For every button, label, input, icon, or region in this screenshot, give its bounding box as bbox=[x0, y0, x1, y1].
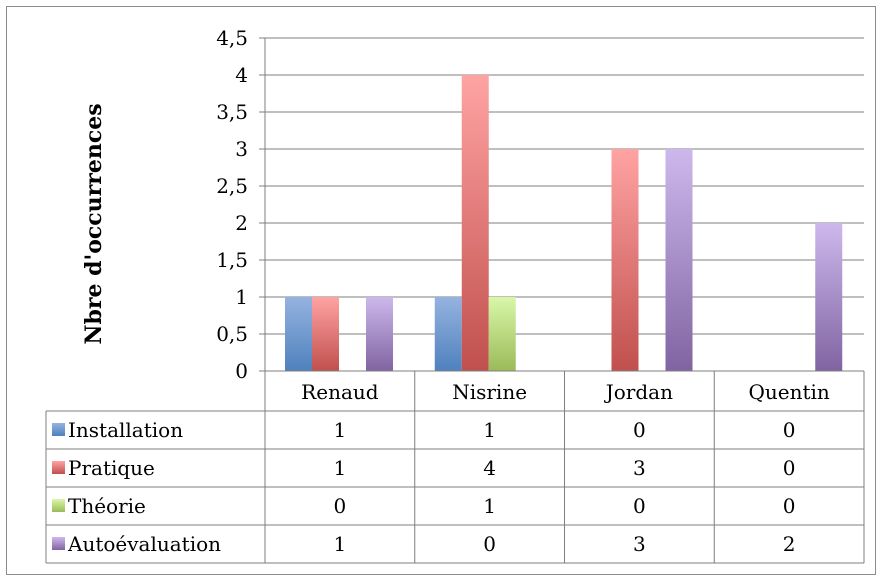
y-tick-label: 0 bbox=[235, 359, 248, 383]
table-cell: 0 bbox=[783, 418, 796, 442]
legend-label: Installation bbox=[68, 418, 183, 442]
table-cell: 0 bbox=[334, 494, 347, 518]
legend-label: Théorie bbox=[68, 494, 146, 518]
chart-frame bbox=[6, 6, 876, 575]
y-tick-label: 3 bbox=[235, 137, 248, 161]
table-cell: 1 bbox=[483, 418, 496, 442]
legend-key-pratique bbox=[52, 461, 65, 474]
y-tick-label: 4,5 bbox=[216, 26, 248, 50]
legend-label: Autoévaluation bbox=[67, 532, 221, 556]
legend-key-théorie bbox=[52, 499, 65, 512]
bar-autoévaluation-quentin bbox=[815, 223, 843, 371]
bar-autoévaluation-renaud bbox=[366, 297, 393, 371]
y-axis-label: Nbre d'occurrences bbox=[81, 103, 107, 344]
legend-label: Pratique bbox=[68, 456, 155, 480]
bar-installation-renaud bbox=[285, 297, 312, 371]
table-cell: 1 bbox=[334, 418, 347, 442]
table-cell: 0 bbox=[783, 494, 796, 518]
legend-key-installation bbox=[52, 423, 65, 436]
table-cell: 0 bbox=[633, 418, 646, 442]
table-cell: 2 bbox=[783, 532, 796, 556]
bar-théorie-nisrine bbox=[488, 297, 516, 371]
y-tick-label: 0,5 bbox=[216, 322, 248, 346]
table-cell: 1 bbox=[334, 532, 347, 556]
axes bbox=[259, 37, 266, 372]
category-label: Nisrine bbox=[452, 380, 527, 404]
bar-pratique-renaud bbox=[312, 297, 339, 371]
data-table: Renaud Nisrine Jordan Quentin Installation 1 1… bbox=[45, 370, 865, 564]
y-tick-label: 3,5 bbox=[216, 100, 248, 124]
legend-key-autoévaluation bbox=[52, 537, 65, 550]
table-cell: 3 bbox=[633, 456, 646, 480]
bar-pratique-nisrine bbox=[461, 75, 489, 371]
bar-autoévaluation-jordan bbox=[665, 149, 693, 371]
table-cell: 0 bbox=[783, 456, 796, 480]
gridlines bbox=[265, 37, 864, 335]
y-tick-label: 2 bbox=[235, 211, 248, 235]
category-label: Renaud bbox=[301, 380, 379, 404]
category-label: Jordan bbox=[604, 380, 673, 404]
table-cell: 0 bbox=[633, 494, 646, 518]
bar-installation-nisrine bbox=[434, 297, 462, 371]
table-cell: 4 bbox=[483, 456, 496, 480]
y-tick-label: 1 bbox=[235, 285, 248, 309]
bar-pratique-jordan bbox=[611, 149, 639, 371]
table-cell: 3 bbox=[633, 532, 646, 556]
y-tick-labels: 0 0,5 1 1,5 2 2,5 3 3,5 4 4,5 bbox=[216, 26, 248, 383]
table-cell: 1 bbox=[483, 494, 496, 518]
table-cell: 1 bbox=[334, 456, 347, 480]
bars bbox=[285, 75, 843, 371]
y-tick-label: 4 bbox=[235, 63, 248, 87]
y-tick-label: 1,5 bbox=[216, 248, 248, 272]
category-label: Quentin bbox=[748, 380, 829, 404]
table-cell: 0 bbox=[483, 532, 496, 556]
y-tick-label: 2,5 bbox=[216, 174, 248, 198]
